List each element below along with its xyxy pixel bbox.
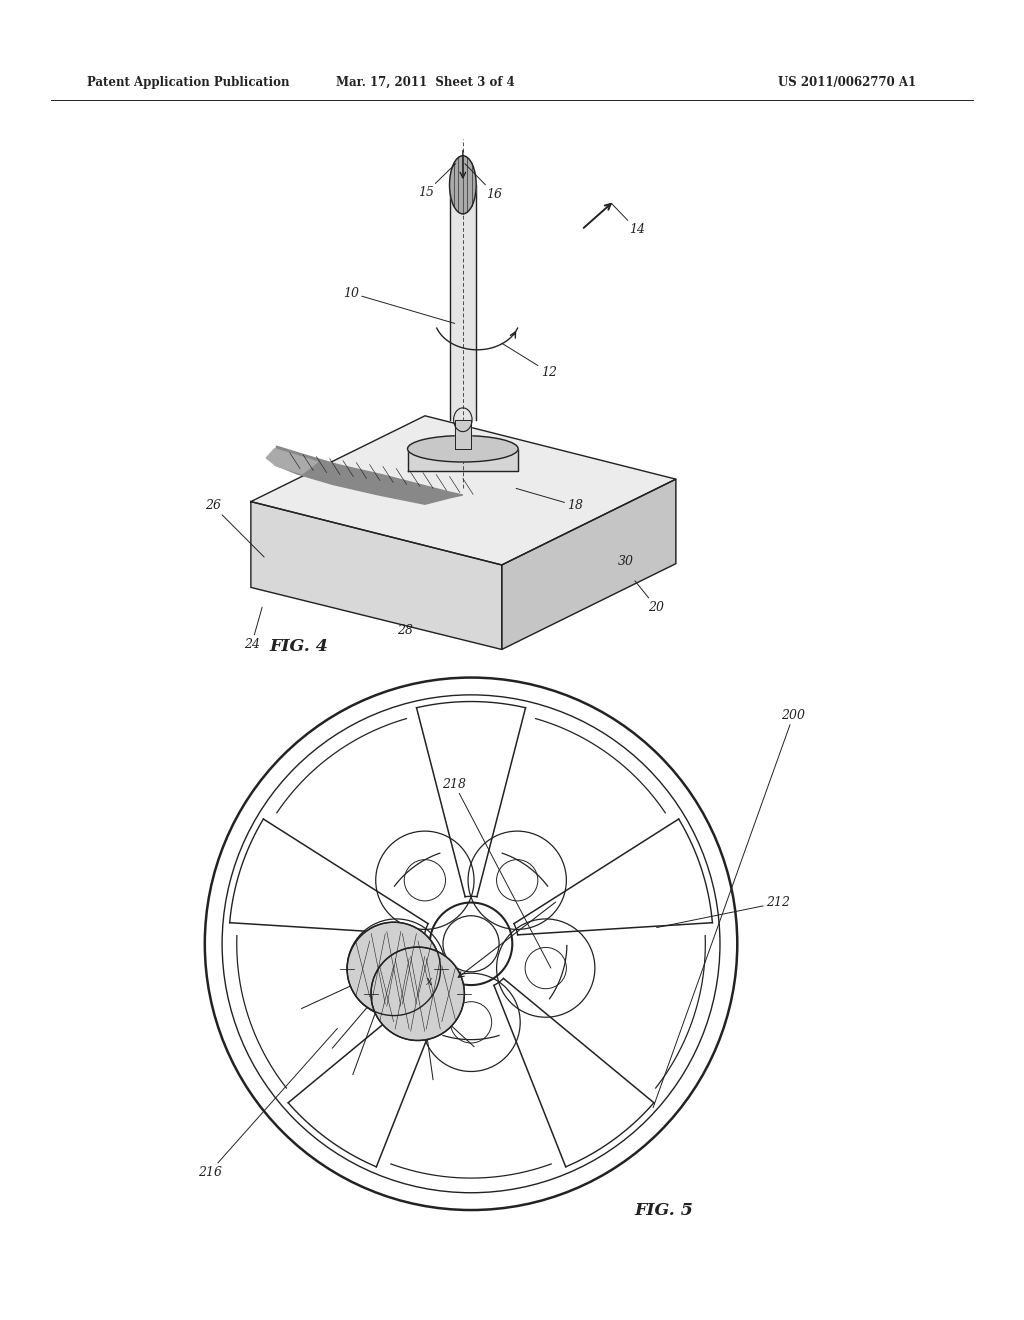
Text: 28: 28 xyxy=(397,624,414,638)
Text: 212: 212 xyxy=(656,896,790,928)
Text: 18: 18 xyxy=(516,488,584,512)
Text: Patent Application Publication: Patent Application Publication xyxy=(87,77,290,88)
Text: 20: 20 xyxy=(635,581,665,614)
Polygon shape xyxy=(455,420,471,449)
Text: 15: 15 xyxy=(418,164,456,199)
Ellipse shape xyxy=(408,436,518,462)
Text: 16: 16 xyxy=(465,164,503,201)
Polygon shape xyxy=(266,449,317,474)
Polygon shape xyxy=(251,416,676,565)
Text: 218: 218 xyxy=(442,777,551,968)
Text: 30: 30 xyxy=(617,554,634,568)
Text: 14: 14 xyxy=(611,203,645,236)
Text: Mar. 17, 2011  Sheet 3 of 4: Mar. 17, 2011 Sheet 3 of 4 xyxy=(336,77,514,88)
Text: 216: 216 xyxy=(198,1028,338,1179)
Text: 24: 24 xyxy=(244,607,262,651)
Polygon shape xyxy=(502,479,676,649)
Polygon shape xyxy=(408,449,518,471)
Text: x: x xyxy=(426,974,433,987)
Text: 12: 12 xyxy=(502,343,557,379)
Text: FIG. 4: FIG. 4 xyxy=(269,639,328,655)
Text: 200: 200 xyxy=(653,709,805,1107)
Ellipse shape xyxy=(450,156,476,214)
Ellipse shape xyxy=(347,923,440,1015)
Text: US 2011/0062770 A1: US 2011/0062770 A1 xyxy=(778,77,916,88)
Ellipse shape xyxy=(371,946,465,1040)
Polygon shape xyxy=(251,502,502,649)
Polygon shape xyxy=(274,446,463,504)
Text: 26: 26 xyxy=(205,499,264,557)
Polygon shape xyxy=(450,185,476,420)
Text: FIG. 5: FIG. 5 xyxy=(635,1203,693,1218)
Text: 10: 10 xyxy=(343,286,455,323)
